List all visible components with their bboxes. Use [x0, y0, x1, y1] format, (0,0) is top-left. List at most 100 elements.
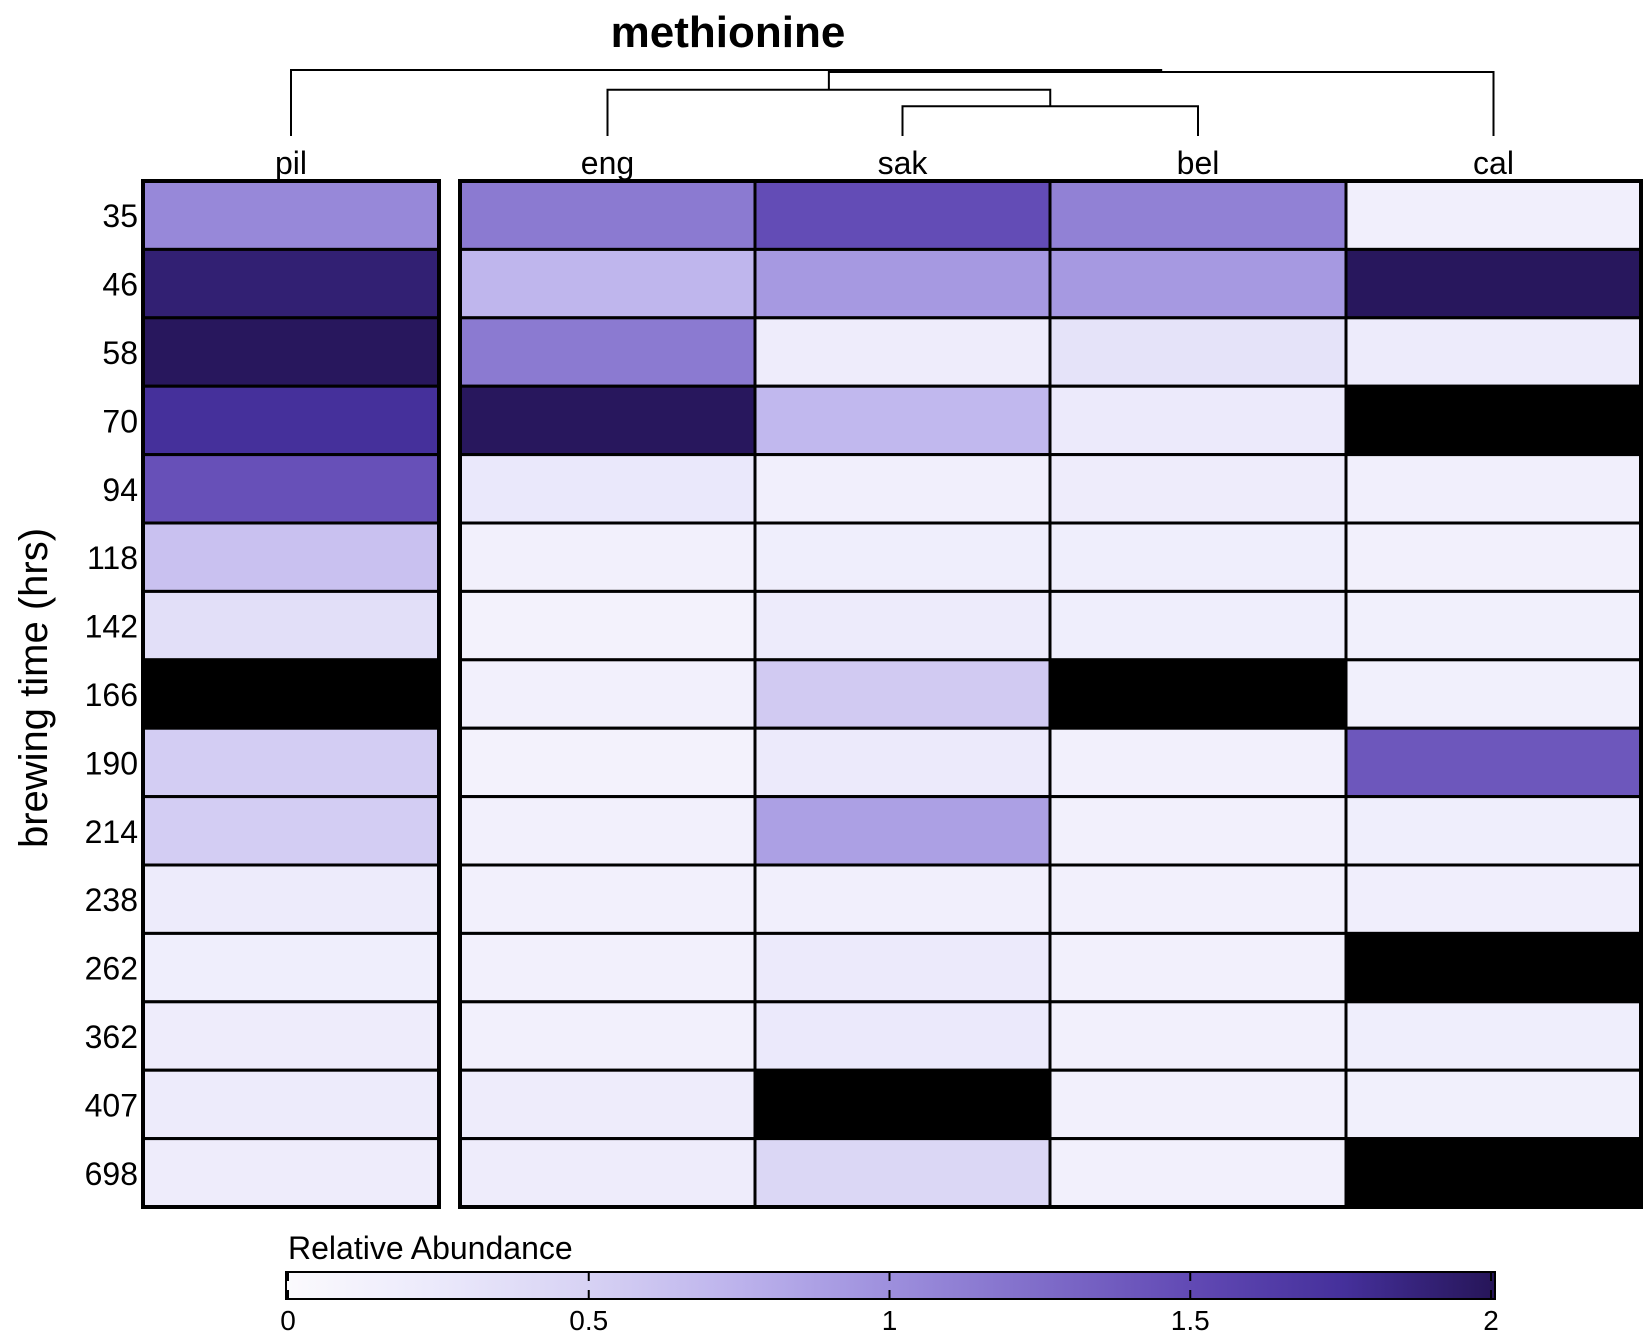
heatmap-cell-eng-166	[458, 658, 757, 730]
heatmap-cell-bel-70	[1048, 384, 1348, 457]
heatmap-cell-cal-362	[1344, 1000, 1643, 1072]
heatmap-cell-cal-142	[1344, 589, 1643, 662]
row-label-70: 70	[102, 403, 138, 439]
column-label-cal: cal	[1473, 145, 1514, 181]
row-label-238: 238	[85, 882, 138, 918]
heatmap-cell-pil-94	[141, 453, 441, 525]
heatmap-cell-sak-698	[753, 1137, 1052, 1209]
column-labels: pil eng sak bel cal	[275, 145, 1514, 181]
heatmap-cell-eng-94	[458, 453, 757, 525]
colorbar-tick-label: 1.5	[1171, 1305, 1210, 1336]
dendrogram-link-0	[901, 105, 1199, 136]
column-label-pil: pil	[275, 145, 307, 181]
colorbar-tick-label: 0	[280, 1305, 296, 1336]
heatmap-cell-bel-190	[1048, 726, 1348, 799]
heatmap-cell-bel-362	[1048, 1000, 1348, 1072]
row-label-407: 407	[85, 1087, 138, 1123]
heatmap-cell-eng-262	[458, 931, 757, 1004]
heatmap-cell-sak-166	[753, 658, 1052, 730]
heatmap-cell-eng-362	[458, 1000, 757, 1072]
row-label-118: 118	[87, 540, 138, 576]
heatmap-cell-sak-118	[753, 521, 1052, 593]
row-label-142: 142	[85, 609, 138, 645]
heatmap-cell-cal-166	[1344, 658, 1643, 730]
heatmap-cell-cal-238	[1344, 863, 1643, 935]
heatmap-cell-cal-118	[1344, 521, 1643, 593]
heatmap-cell-sak-35	[753, 179, 1052, 251]
heatmap-cell-sak-362	[753, 1000, 1052, 1072]
colorbar-ticks: 0 0.5 1 1.5 2	[280, 1272, 1499, 1336]
heatmap-cell-eng-142	[458, 589, 757, 662]
heatmap-cell-cal-58	[1344, 316, 1643, 388]
panel-borders	[141, 179, 1643, 1209]
heatmap-cell-bel-35	[1048, 179, 1348, 251]
heatmap-cell-eng-190	[458, 726, 757, 799]
heatmap-cell-bel-142	[1048, 589, 1348, 662]
heatmap-cell-sak-94	[753, 453, 1052, 525]
heatmap-cell-bel-262	[1048, 931, 1348, 1004]
row-label-166: 166	[85, 677, 138, 713]
row-label-190: 190	[85, 745, 138, 781]
heatmap-cell-pil-238	[141, 863, 441, 935]
heatmap-cell-eng-46	[458, 247, 757, 320]
heatmap-cell-pil-118	[141, 521, 441, 593]
heatmap-cell-bel-166	[1048, 658, 1348, 730]
heatmap-cell-sak-214	[753, 795, 1052, 867]
column-label-sak: sak	[878, 145, 929, 181]
heatmap-cell-pil-46	[141, 247, 441, 320]
colorbar-tick-label: 2	[1483, 1305, 1499, 1336]
heatmap-cell-eng-238	[458, 863, 757, 935]
heatmap-cell-sak-46	[753, 247, 1052, 320]
row-label-262: 262	[85, 951, 138, 987]
heatmap-cell-pil-190	[141, 726, 441, 799]
heatmap-cell-eng-214	[458, 795, 757, 867]
heatmap-cell-sak-58	[753, 316, 1052, 388]
heatmap-cell-pil-214	[141, 795, 441, 867]
row-label-214: 214	[85, 814, 138, 850]
heatmap-cell-pil-698	[141, 1137, 441, 1209]
row-label-35: 35	[102, 198, 138, 234]
dendrogram-link-3	[290, 69, 1163, 136]
heatmap-cell-cal-698	[1344, 1137, 1643, 1209]
row-labels: 35 46 58 70 94 118 142 166 190 214 238 262 362 407 698	[85, 198, 138, 1192]
heatmap-cell-eng-698	[458, 1137, 757, 1209]
dendrogram-link-2	[827, 70, 1495, 136]
heatmap-cell-pil-362	[141, 1000, 441, 1072]
heatmap-cell-eng-118	[458, 521, 757, 593]
heatmap-cell-sak-262	[753, 931, 1052, 1004]
heatmap-cell-bel-214	[1048, 795, 1348, 867]
heatmap-cell-sak-407	[753, 1068, 1052, 1141]
heatmap-cell-cal-262	[1344, 931, 1643, 1004]
heatmap-cell-eng-70	[458, 384, 757, 457]
heatmap-cell-pil-407	[141, 1068, 441, 1141]
row-label-698: 698	[85, 1156, 138, 1192]
row-label-58: 58	[102, 335, 138, 371]
heatmap-cell-bel-94	[1048, 453, 1348, 525]
chart-title: methionine	[611, 8, 846, 57]
heatmap-cell-sak-238	[753, 863, 1052, 935]
heatmap-cell-bel-407	[1048, 1068, 1348, 1141]
heatmap-cell-eng-35	[458, 179, 757, 251]
heatmap-cell-cal-94	[1344, 453, 1643, 525]
colorbar-tick-label: 1	[882, 1305, 898, 1336]
y-axis-label: brewing time (hrs)	[12, 528, 56, 848]
heatmap-cell-bel-58	[1048, 316, 1348, 388]
heatmap-cell-bel-46	[1048, 247, 1348, 320]
heatmap-cell-sak-70	[753, 384, 1052, 457]
heatmap-cell-cal-35	[1344, 179, 1643, 251]
panel-border-left	[141, 179, 441, 1209]
heatmap-cell-pil-142	[141, 589, 441, 662]
heatmap-cell-pil-58	[141, 316, 441, 388]
colorbar-title: Relative Abundance	[288, 1230, 573, 1266]
heatmap-cell-eng-58	[458, 316, 757, 388]
column-dendrogram	[290, 69, 1495, 136]
column-label-eng: eng	[581, 145, 634, 181]
heatmap-cell-sak-142	[753, 589, 1052, 662]
heatmap-cell-bel-238	[1048, 863, 1348, 935]
heatmap-cell-sak-190	[753, 726, 1052, 799]
heatmap-cell-cal-214	[1344, 795, 1643, 867]
row-label-94: 94	[102, 472, 138, 508]
heatmap-cell-cal-70	[1344, 384, 1643, 457]
heatmap-cell-pil-262	[141, 931, 441, 1004]
